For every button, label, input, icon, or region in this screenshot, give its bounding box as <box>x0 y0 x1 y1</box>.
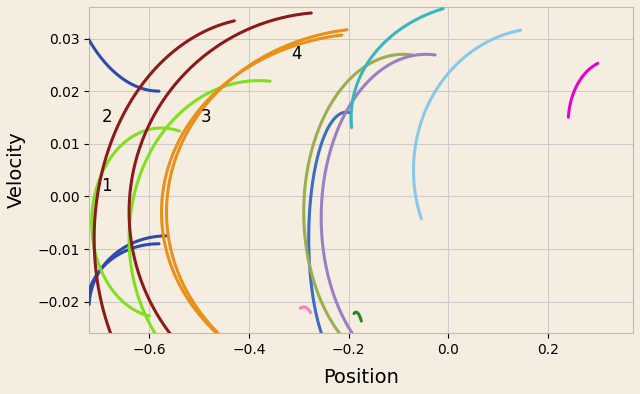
Text: 3: 3 <box>201 108 212 126</box>
Text: 4: 4 <box>291 45 301 63</box>
Text: 1: 1 <box>101 177 112 195</box>
Y-axis label: Velocity: Velocity <box>7 132 26 208</box>
Text: 2: 2 <box>101 108 112 126</box>
X-axis label: Position: Position <box>323 368 399 387</box>
